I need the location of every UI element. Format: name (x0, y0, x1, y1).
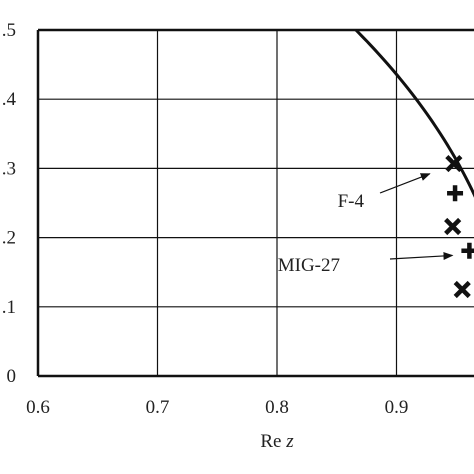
data-markers (444, 154, 474, 299)
x-tick-label: 0.9 (385, 397, 409, 418)
x-tick-label: 0.7 (146, 397, 170, 418)
y-tick-label: .1 (2, 297, 16, 318)
unit-circle-arc (354, 28, 474, 198)
annotation-label: MIG-27 (278, 255, 340, 276)
x-marker (444, 217, 462, 236)
y-tick-label: .2 (2, 228, 16, 249)
y-tick-label: .4 (2, 89, 17, 110)
axis-titles: Re z (260, 431, 294, 452)
x-tick-label: 0.6 (26, 397, 50, 418)
y-tick-label: 0 (7, 366, 17, 387)
x-tick-label: 0.8 (265, 397, 289, 418)
unit-circle-curve (354, 28, 474, 198)
annotations: F-4 MIG-27 (278, 173, 454, 276)
x-marker (445, 154, 463, 173)
tick-labels: 0.6 0.7 0.8 0.9 0 .1 .2 .3 .4 .5 (2, 20, 409, 418)
plus-marker (461, 242, 474, 259)
plus-marker (447, 185, 464, 202)
annotation-label: F-4 (338, 191, 365, 212)
x-axis-label: Re z (260, 431, 294, 452)
y-tick-label: .3 (2, 158, 16, 179)
grid-lines (37, 29, 474, 377)
x-marker (453, 280, 471, 299)
y-tick-label: .5 (2, 20, 16, 41)
annotation-arrow (379, 173, 431, 194)
plot-area-frame (36, 28, 474, 378)
annotation-arrow (389, 251, 454, 260)
